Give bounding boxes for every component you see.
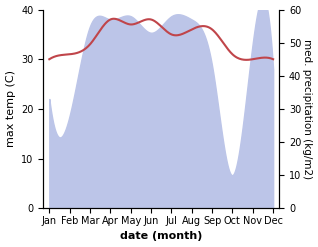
X-axis label: date (month): date (month) [120,231,203,242]
Y-axis label: max temp (C): max temp (C) [5,70,16,147]
Y-axis label: med. precipitation (kg/m2): med. precipitation (kg/m2) [302,39,313,179]
